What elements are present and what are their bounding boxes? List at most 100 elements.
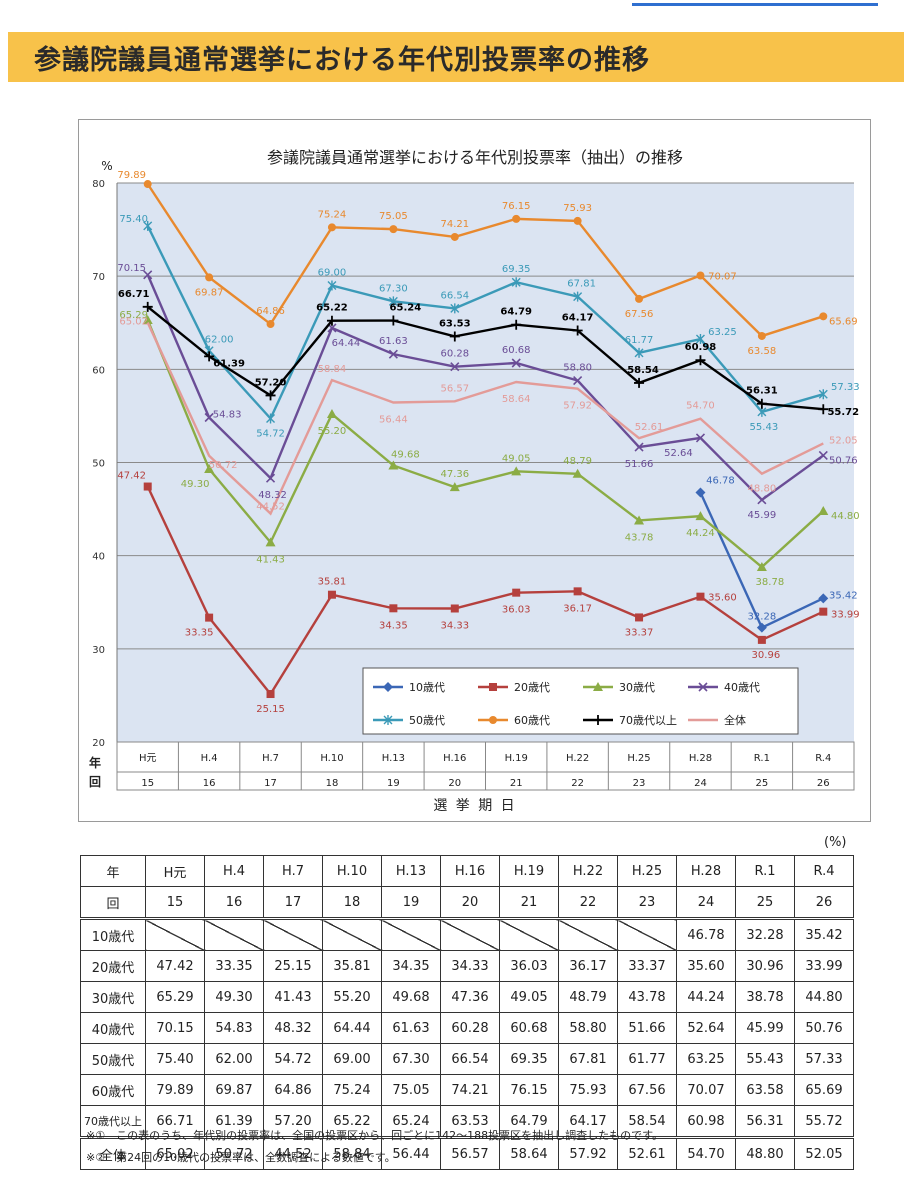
x-row-label-round: 回 — [89, 775, 101, 789]
legend-label: 40歳代 — [724, 681, 760, 694]
table-cell: 58.64 — [499, 1136, 559, 1170]
series-line — [146, 183, 824, 338]
table-cell: 54.70 — [676, 1136, 736, 1170]
x-tick-label: H.16 — [443, 753, 466, 764]
marker-circle — [489, 716, 497, 724]
data-label: 75.24 — [318, 209, 347, 220]
series-3 — [143, 270, 828, 505]
table-header-row: 回 15 16 17 18 19 20 21 22 23 24 25 26 — [80, 886, 854, 919]
row-label: 20歳代 — [80, 950, 146, 982]
marker-x — [698, 682, 708, 692]
table-cell: 79.89 — [145, 1074, 205, 1106]
table-row: 30歳代 65.29 49.30 41.43 55.20 49.68 47.36 49.05 4… — [80, 981, 854, 1013]
table-cell: 22 — [558, 886, 618, 919]
table-row: 50歳代 75.40 62.00 54.72 69.00 67.30 66.54 69.35 6… — [80, 1043, 854, 1075]
table-cell: 34.33 — [440, 950, 500, 982]
table-cell: H.13 — [381, 855, 441, 887]
data-label: 75.05 — [379, 211, 408, 222]
table-cell: 32.28 — [735, 917, 795, 951]
x-round-label: 16 — [203, 778, 216, 789]
data-label: 55.43 — [750, 422, 779, 433]
data-label: 35.60 — [708, 593, 737, 604]
table-cell: 44.24 — [676, 981, 736, 1013]
marker-circle — [696, 271, 705, 280]
table-row: 10歳代 46.78 32.28 35.42 — [80, 917, 854, 951]
marker-square — [327, 590, 336, 599]
data-label: 67.56 — [625, 309, 654, 320]
table-cell: 33.37 — [617, 950, 677, 982]
data-label: 67.30 — [379, 283, 408, 294]
data-label: 50.76 — [829, 455, 858, 466]
table-cell: 23 — [617, 886, 677, 919]
legend-label: 20歳代 — [514, 681, 550, 694]
data-label: 60.28 — [440, 349, 469, 360]
row-label: 30歳代 — [80, 981, 146, 1013]
data-label: 64.17 — [562, 312, 594, 323]
footnote-1: ※① この表のうち、年代別の投票率は、全国の投票区から、回ごとに142～188投… — [86, 1129, 663, 1142]
table-cell: 67.81 — [558, 1043, 618, 1075]
table-cell: 35.60 — [676, 950, 736, 982]
table-cell: 48.80 — [735, 1136, 795, 1170]
table-cell: 26 — [794, 886, 854, 919]
table-cell: 38.78 — [735, 981, 795, 1013]
data-label: 63.25 — [708, 327, 737, 338]
data-label: 35.42 — [829, 590, 858, 601]
table-cell: H.22 — [558, 855, 618, 887]
table-cell: 63.58 — [735, 1074, 795, 1106]
data-label: 35.81 — [318, 577, 347, 588]
marker-diamond — [695, 487, 706, 498]
x-round-label: 24 — [694, 778, 707, 789]
marker-plus — [695, 355, 706, 366]
legend-label: 50歳代 — [409, 714, 445, 727]
marker-x — [511, 358, 521, 368]
data-label: 76.15 — [502, 201, 531, 212]
table-cell: 18 — [322, 886, 382, 919]
table-cell: 52.64 — [676, 1012, 736, 1044]
data-label: 50.72 — [209, 460, 238, 471]
table-cell: 35.42 — [794, 917, 854, 951]
data-label: 47.42 — [117, 471, 146, 482]
data-label: 48.32 — [258, 490, 287, 501]
marker-square — [266, 690, 275, 699]
y-tick-label: 30 — [92, 645, 105, 656]
data-label: 61.63 — [379, 336, 408, 347]
x-row-label-year: 年 — [89, 755, 101, 770]
table-cell: 57.33 — [794, 1043, 854, 1075]
marker-star — [818, 389, 828, 400]
table-cell: 49.30 — [204, 981, 264, 1013]
x-round-label: 25 — [756, 778, 769, 789]
data-label: 49.30 — [181, 479, 210, 490]
data-label: 41.43 — [256, 554, 285, 565]
marker-x — [757, 495, 767, 505]
series-line — [146, 305, 824, 411]
table-cell: 33.99 — [794, 950, 854, 982]
legend-label: 70歳代以上 — [619, 714, 677, 727]
top-accent-line — [632, 0, 878, 6]
marker-star — [327, 280, 337, 291]
data-label: 75.40 — [119, 214, 148, 225]
marker-triangle — [265, 537, 276, 547]
series-line — [146, 274, 824, 502]
empty-cell — [440, 917, 500, 951]
table-cell: 67.30 — [381, 1043, 441, 1075]
y-tick-label: 50 — [92, 459, 105, 470]
data-label: 65.22 — [316, 303, 348, 314]
table-cell: 65.69 — [794, 1074, 854, 1106]
legend-label: 全体 — [724, 713, 746, 727]
table-cell: 51.66 — [617, 1012, 677, 1044]
data-label: 54.72 — [256, 429, 285, 440]
data-label: 51.66 — [625, 459, 654, 470]
table-cell: 64.44 — [322, 1012, 382, 1044]
marker-plus — [204, 351, 215, 362]
row-label: 50歳代 — [80, 1043, 146, 1075]
table-cell: 67.56 — [617, 1074, 677, 1106]
table-cell: H元 — [145, 855, 205, 887]
data-label: 44.24 — [686, 528, 715, 539]
data-label: 38.78 — [756, 577, 785, 588]
data-label: 69.87 — [195, 287, 224, 298]
table-cell: 76.15 — [499, 1074, 559, 1106]
table-cell: 54.83 — [204, 1012, 264, 1044]
table-cell: 20 — [440, 886, 500, 919]
data-label: 69.35 — [502, 264, 531, 275]
table-cell: 64.17 — [558, 1105, 618, 1138]
